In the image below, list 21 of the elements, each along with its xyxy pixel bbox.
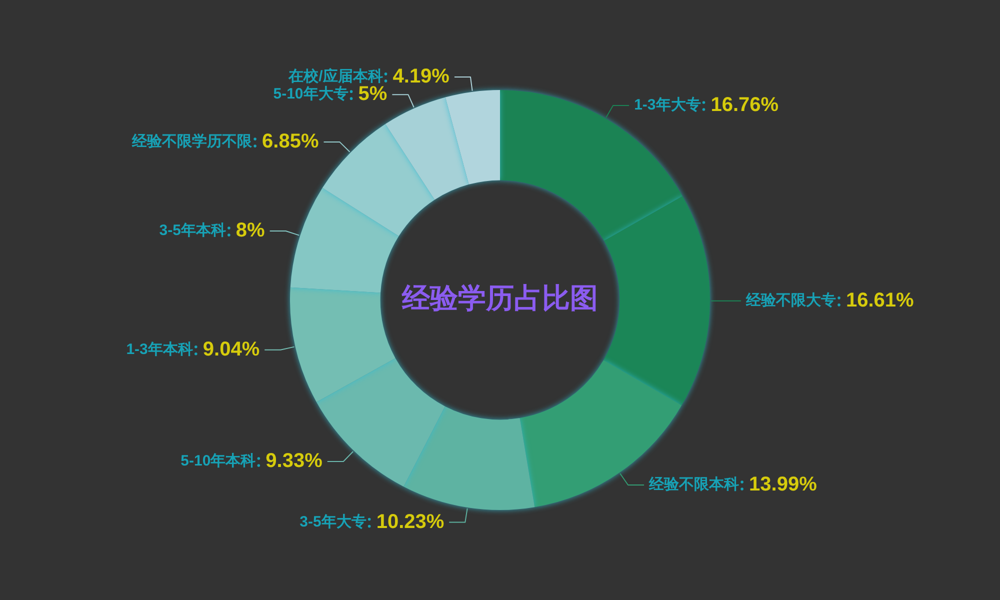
data-label: 13.99% — [749, 474, 818, 496]
data-label: 9.33% — [266, 450, 323, 472]
slice-label: 在校/应届本科 — [288, 67, 383, 86]
data-label: 9.04% — [202, 338, 260, 360]
slice-label: 3-5年本科 — [159, 222, 226, 240]
slice-label: 5-10年本科 — [180, 452, 256, 470]
slice-label: 5-10年大专 — [273, 86, 348, 103]
data-label: 16.76% — [710, 94, 779, 116]
data-label: 8% — [236, 220, 266, 242]
data-label: 5% — [358, 83, 388, 106]
data-label: 6.85% — [262, 130, 319, 153]
text: 经验学历占比图 — [401, 282, 598, 314]
slice-label: 经验不限大专 — [745, 292, 836, 310]
slice-label: 1-3年本科 — [126, 341, 193, 358]
slice-label: 经验不限学历不限 — [131, 133, 254, 150]
slice-label: 1-3年大专 — [634, 96, 701, 114]
slice-label: 经验不限本科 — [648, 476, 740, 494]
data-label: 16.61% — [846, 289, 914, 312]
data-label: 10.23% — [376, 510, 444, 533]
data-label: 4.19% — [392, 65, 450, 88]
slice-label: 3-5年大专 — [300, 513, 366, 530]
